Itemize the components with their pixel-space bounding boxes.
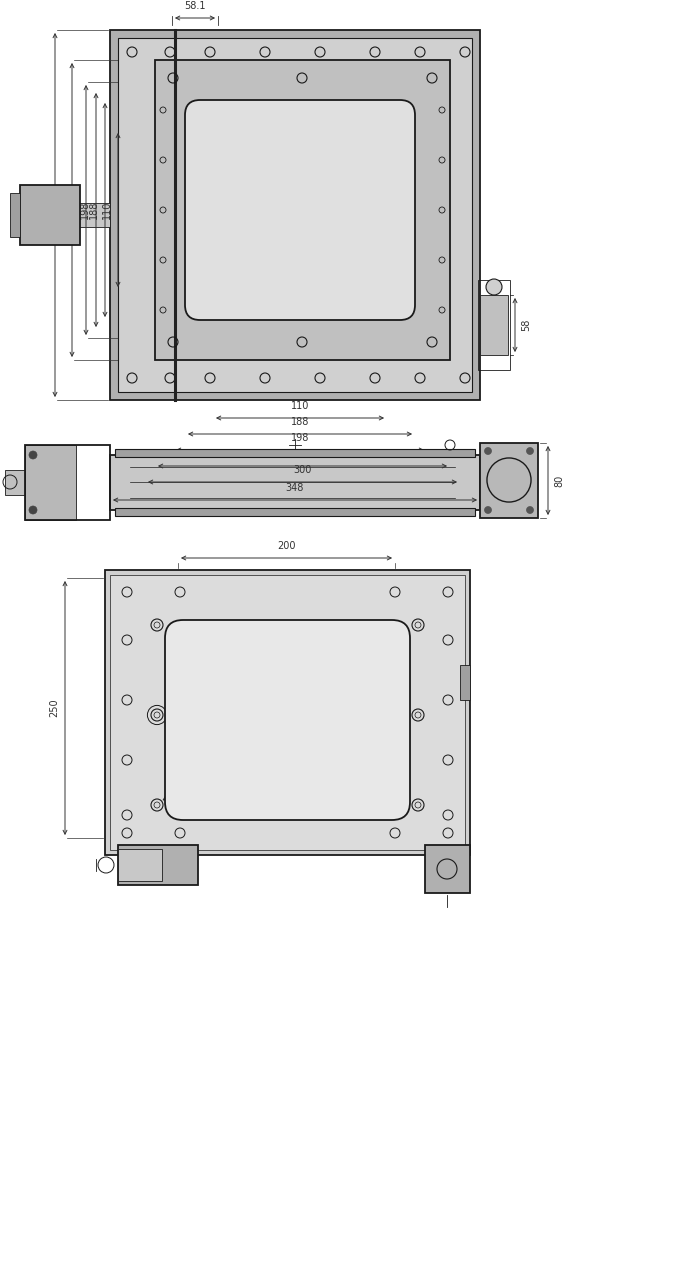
Text: 250: 250 [49, 699, 59, 717]
Bar [110, 456, 480, 510]
Text: 110: 110 [102, 201, 112, 220]
Circle shape [484, 506, 492, 514]
Circle shape [486, 279, 502, 294]
Bar [110, 575, 465, 850]
Text: 208: 208 [70, 201, 80, 220]
Text: 300: 300 [56, 201, 66, 220]
Text: 110: 110 [291, 401, 309, 411]
Text: 200: 200 [277, 541, 296, 551]
Text: 198: 198 [291, 433, 309, 443]
Bar [480, 294, 508, 355]
Bar [478, 280, 510, 371]
FancyBboxPatch shape [185, 100, 415, 320]
Circle shape [527, 506, 533, 514]
Bar [425, 845, 470, 893]
Bar [5, 470, 25, 495]
Text: 348: 348 [285, 483, 304, 492]
Text: 188: 188 [89, 201, 99, 220]
Bar [20, 203, 110, 227]
Bar [460, 665, 470, 700]
Text: 348: 348 [39, 206, 49, 225]
Text: 80: 80 [554, 475, 564, 486]
Bar [155, 60, 450, 360]
Bar [118, 845, 198, 884]
Bar [25, 445, 76, 520]
Circle shape [29, 450, 37, 459]
Circle shape [484, 448, 492, 454]
Bar [115, 449, 475, 457]
Bar [480, 443, 538, 518]
Text: 300: 300 [293, 464, 311, 475]
Bar [118, 849, 162, 881]
Bar [105, 570, 470, 855]
Text: 208: 208 [293, 449, 311, 459]
Circle shape [29, 506, 37, 514]
Text: 58: 58 [521, 319, 531, 331]
Bar [118, 38, 472, 392]
Bar [20, 185, 80, 245]
Bar [25, 445, 110, 520]
Text: 188: 188 [291, 418, 309, 426]
Text: 198: 198 [80, 201, 90, 220]
Text: 58.1: 58.1 [184, 1, 206, 11]
FancyBboxPatch shape [165, 621, 410, 820]
Bar [115, 508, 475, 516]
Circle shape [527, 448, 533, 454]
Bar [110, 30, 480, 400]
Bar [10, 193, 20, 237]
Text: 6- Φ6.5: 6- Φ6.5 [163, 737, 270, 799]
